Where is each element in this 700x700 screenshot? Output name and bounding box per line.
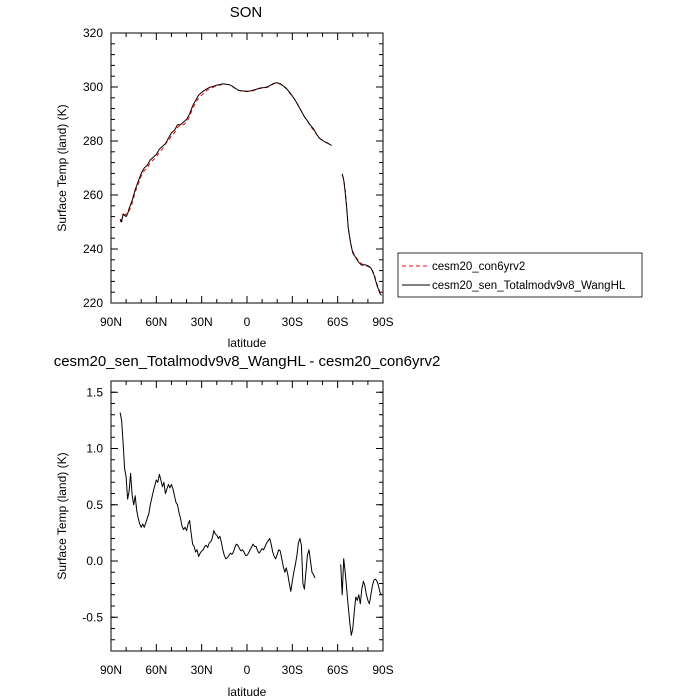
top-series-line-1 xyxy=(341,173,382,296)
bottom-y-tick-label: -0.5 xyxy=(82,610,103,624)
bottom-x-axis-label: latitude xyxy=(228,685,267,699)
top-series-line-0 xyxy=(119,82,332,223)
bottom-plot-frame xyxy=(110,380,384,652)
top-x-tick-label: 60N xyxy=(145,315,167,329)
top-x-tick-label: 90S xyxy=(372,315,393,329)
top-series-line-1 xyxy=(119,82,332,223)
legend-label-sen: cesm20_sen_Totalmodv9v8_WangHL xyxy=(432,280,626,292)
top-y-axis-label: Surface Temp (land) (K) xyxy=(55,104,69,231)
top-x-axis-label: latitude xyxy=(228,336,267,350)
top-y-tick-label: 300 xyxy=(83,80,103,94)
bottom-x-tick-label: 90S xyxy=(372,663,393,677)
legend-box xyxy=(397,252,643,298)
top-x-tick-label: 60S xyxy=(327,315,348,329)
bottom-x-tick-label: 0 xyxy=(244,663,251,677)
top-x-tick-label: 30N xyxy=(191,315,213,329)
bottom-series-line-0 xyxy=(340,558,382,636)
top-y-tick-label: 220 xyxy=(83,296,103,310)
bottom-y-tick-label: 1.0 xyxy=(86,442,103,456)
top-panel: SON 90N 60N 30N 0 30S 60S 90S 220 240 260 280 300 32… xyxy=(55,4,394,350)
top-plot-frame xyxy=(110,32,384,304)
top-x-tick-label: 0 xyxy=(244,315,251,329)
legend-label-con: cesm20_con6yrv2 xyxy=(432,261,525,273)
bottom-x-tick-label: 30S xyxy=(282,663,303,677)
legend: cesm20_con6yrv2 cesm20_sen_Totalmodv9v8_… xyxy=(397,252,643,298)
top-y-tick-label: 320 xyxy=(83,26,103,40)
bottom-y-tick-label: 0.0 xyxy=(86,554,103,568)
top-x-tick-label: 30S xyxy=(282,315,303,329)
top-x-tick-label: 90N xyxy=(100,315,122,329)
top-y-tick-label: 240 xyxy=(83,242,103,256)
bottom-x-tick-label: 30N xyxy=(191,663,213,677)
bottom-x-tick-label: 60N xyxy=(145,663,167,677)
top-y-tick-label: 280 xyxy=(83,134,103,148)
bottom-x-tick-label: 90N xyxy=(100,663,122,677)
top-y-tick-label: 260 xyxy=(83,188,103,202)
bottom-y-axis-label: Surface Temp (land) (K) xyxy=(55,452,69,579)
bottom-y-tick-label: 1.5 xyxy=(86,385,103,399)
bottom-panel: cesm20_sen_Totalmodv9v8_WangHL - cesm20_… xyxy=(54,353,441,699)
bottom-series-line-0 xyxy=(119,412,316,592)
bottom-x-tick-label: 60S xyxy=(327,663,348,677)
top-series-line-0 xyxy=(341,174,382,296)
top-chart-title: SON xyxy=(230,4,263,21)
bottom-y-tick-label: 0.5 xyxy=(86,498,103,512)
bottom-chart-title: cesm20_sen_Totalmodv9v8_WangHL - cesm20_… xyxy=(54,353,441,370)
